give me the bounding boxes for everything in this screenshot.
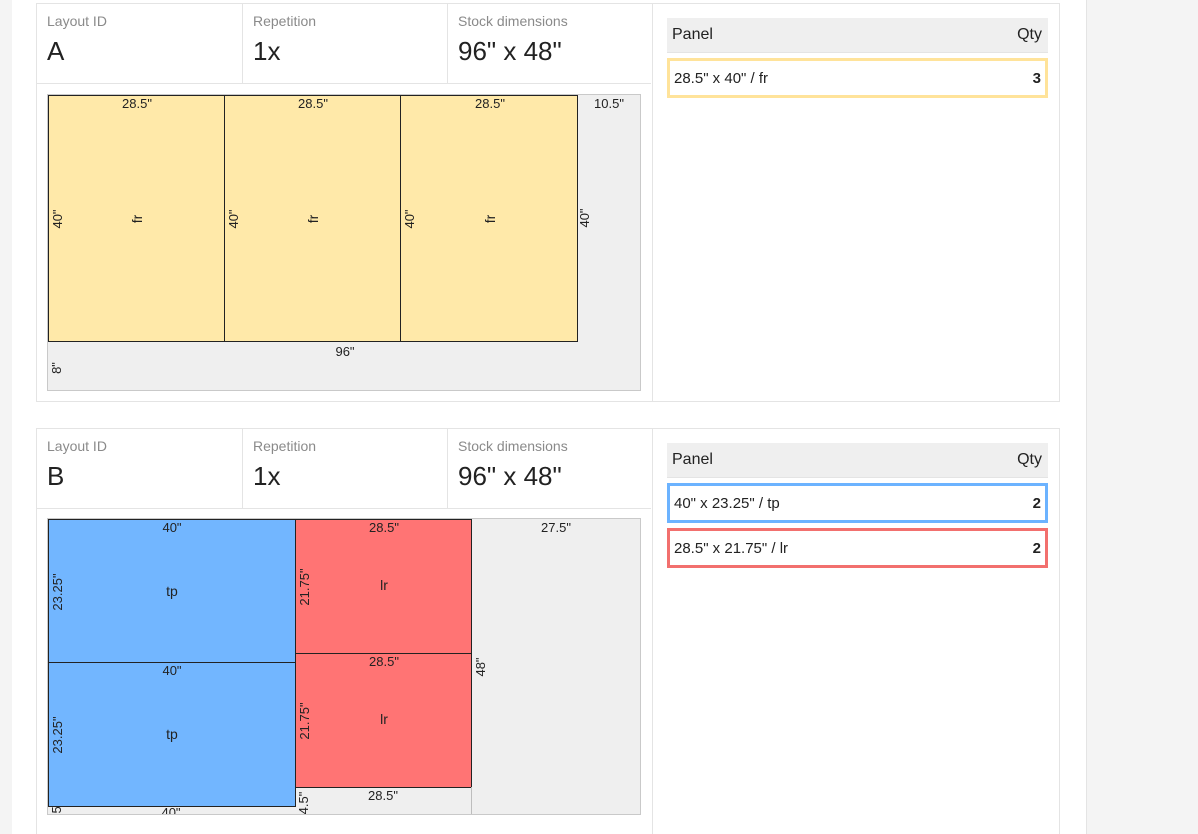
layout-b-info-row: Layout ID B Repetition 1x Stock dimensio… bbox=[37, 429, 651, 509]
layout-id-cell: Layout ID A bbox=[37, 4, 242, 83]
panel-row-label: 28.5" x 40" / fr bbox=[674, 69, 769, 87]
offcut-width-label: 28.5" bbox=[368, 788, 398, 803]
repetition-cell: Repetition 1x bbox=[242, 4, 447, 83]
piece-name-label: fr bbox=[129, 214, 145, 224]
piece-width-label: 28.5" bbox=[298, 96, 328, 111]
offcut-height-label: 4.5" bbox=[296, 791, 311, 815]
piece-width-label: 40" bbox=[162, 520, 182, 535]
layout-id-value: B bbox=[47, 461, 65, 491]
stock-dimensions-label: Stock dimensions bbox=[458, 13, 568, 29]
offcut-width-label: 27.5" bbox=[541, 520, 571, 535]
offcut-divider bbox=[471, 787, 472, 814]
panel-piece-fr[interactable]: 28.5" 40" fr bbox=[400, 95, 578, 342]
piece-height-label: 40" bbox=[402, 209, 417, 229]
qty-column-header: Qty bbox=[1017, 26, 1042, 43]
offcut-height-label: 40" bbox=[577, 208, 592, 228]
repetition-label: Repetition bbox=[253, 438, 317, 454]
panel-row-label: 28.5" x 21.75" / lr bbox=[674, 539, 789, 557]
layout-b-left-column: Layout ID B Repetition 1x Stock dimensio… bbox=[37, 429, 652, 834]
layout-card-b: Layout ID B Repetition 1x Stock dimensio… bbox=[36, 428, 1060, 834]
panel-row-fr[interactable]: 28.5" x 40" / fr 3 bbox=[667, 58, 1048, 98]
piece-height-label: 21.75" bbox=[297, 702, 312, 740]
repetition-value: 1x bbox=[253, 36, 281, 66]
offcut-height-label: 48" bbox=[473, 657, 488, 677]
piece-height-label: 23.25" bbox=[50, 573, 65, 611]
stock-dimensions-value: 96" x 48" bbox=[458, 36, 562, 66]
panel-row-label: 40" x 23.25" / tp bbox=[674, 494, 780, 512]
panel-table-header: Panel Qty bbox=[667, 18, 1048, 53]
panel-table-header: Panel Qty bbox=[667, 443, 1048, 478]
right-gutter bbox=[1086, 0, 1198, 834]
panel-piece-tp[interactable]: 40" 23.25" tp bbox=[48, 519, 296, 663]
piece-width-label: 28.5" bbox=[369, 520, 399, 535]
cutting-diagram-b[interactable]: 27.5" 48" 28.5" 4.5" 40" 1.5" 40" 23.25"… bbox=[47, 518, 641, 815]
panel-piece-lr[interactable]: 28.5" 21.75" lr bbox=[295, 653, 472, 788]
piece-width-label: 28.5" bbox=[475, 96, 505, 111]
repetition-value: 1x bbox=[253, 461, 281, 491]
piece-height-label: 21.75" bbox=[297, 568, 312, 606]
panel-row-qty: 2 bbox=[1032, 539, 1041, 557]
repetition-cell: Repetition 1x bbox=[242, 429, 447, 508]
panel-row-tp[interactable]: 40" x 23.25" / tp 2 bbox=[667, 483, 1048, 523]
piece-width-label: 28.5" bbox=[122, 96, 152, 111]
panel-list-b: Panel Qty 40" x 23.25" / tp 2 28.5" x 21… bbox=[667, 443, 1048, 568]
piece-width-label: 28.5" bbox=[369, 654, 399, 669]
panel-row-qty: 3 bbox=[1032, 69, 1041, 87]
panel-row-lr[interactable]: 28.5" x 21.75" / lr 2 bbox=[667, 528, 1048, 568]
layout-id-label: Layout ID bbox=[47, 13, 107, 29]
piece-height-label: 23.25" bbox=[50, 716, 65, 754]
stock-dimensions-cell: Stock dimensions 96" x 48" bbox=[447, 429, 651, 508]
piece-name-label: fr bbox=[482, 214, 498, 224]
offcut-width-label: 10.5" bbox=[594, 96, 624, 111]
layout-a-panel-column: Panel Qty 28.5" x 40" / fr 3 bbox=[652, 4, 1059, 401]
piece-height-label: 40" bbox=[50, 209, 65, 229]
piece-width-label: 40" bbox=[162, 663, 182, 678]
layout-id-cell: Layout ID B bbox=[37, 429, 242, 508]
stock-dimensions-label: Stock dimensions bbox=[458, 438, 568, 454]
piece-name-label: lr bbox=[380, 577, 388, 593]
layout-a-info-row: Layout ID A Repetition 1x Stock dimensio… bbox=[37, 4, 651, 84]
layout-id-label: Layout ID bbox=[47, 438, 107, 454]
panel-piece-lr[interactable]: 28.5" 21.75" lr bbox=[295, 519, 472, 654]
qty-column-header: Qty bbox=[1017, 451, 1042, 468]
piece-name-label: fr bbox=[305, 214, 321, 224]
cutting-diagram-a[interactable]: 10.5" 40" 96" 8" 28.5" 40" fr 28.5" 40" … bbox=[47, 94, 641, 391]
stock-dimensions-cell: Stock dimensions 96" x 48" bbox=[447, 4, 651, 83]
panel-piece-tp[interactable]: 40" 23.25" tp bbox=[48, 662, 296, 807]
piece-name-label: tp bbox=[166, 583, 178, 599]
offcut-height-label: 8" bbox=[49, 362, 64, 374]
panel-piece-fr[interactable]: 28.5" 40" fr bbox=[48, 95, 225, 342]
offcut-width-label: 40" bbox=[161, 805, 181, 815]
layout-card-a: Layout ID A Repetition 1x Stock dimensio… bbox=[36, 3, 1060, 402]
piece-height-label: 40" bbox=[226, 209, 241, 229]
stock-dimensions-value: 96" x 48" bbox=[458, 461, 562, 491]
panel-column-header: Panel bbox=[672, 451, 713, 468]
panel-piece-fr[interactable]: 28.5" 40" fr bbox=[224, 95, 401, 342]
layout-id-value: A bbox=[47, 36, 65, 66]
offcut-width-label: 96" bbox=[335, 344, 355, 359]
panel-row-qty: 2 bbox=[1032, 494, 1041, 512]
repetition-label: Repetition bbox=[253, 13, 317, 29]
piece-name-label: tp bbox=[166, 726, 178, 742]
layout-b-panel-column: Panel Qty 40" x 23.25" / tp 2 28.5" x 21… bbox=[652, 429, 1059, 834]
piece-name-label: lr bbox=[380, 711, 388, 727]
layout-a-left-column: Layout ID A Repetition 1x Stock dimensio… bbox=[37, 4, 652, 401]
panel-list-a: Panel Qty 28.5" x 40" / fr 3 bbox=[667, 18, 1048, 98]
panel-column-header: Panel bbox=[672, 26, 713, 43]
